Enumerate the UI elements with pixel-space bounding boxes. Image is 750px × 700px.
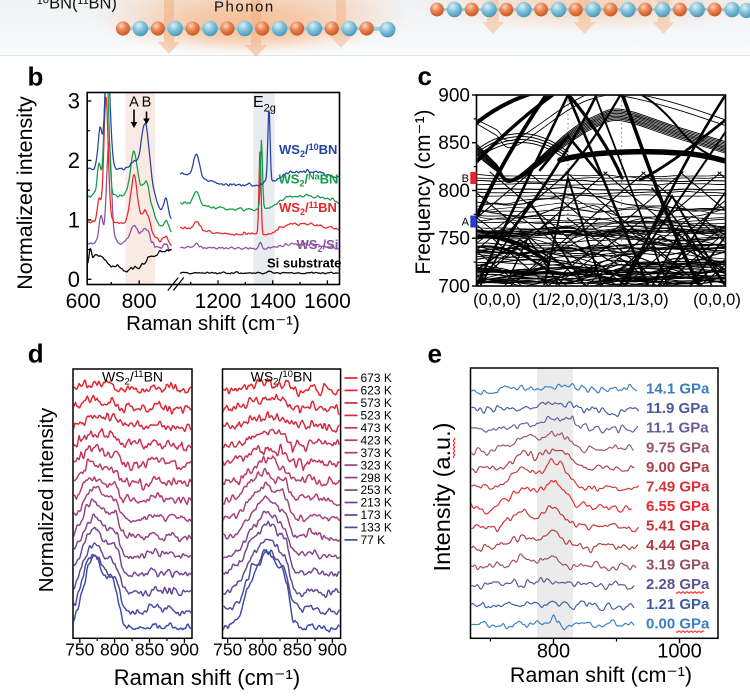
- svg-text:1.21 GPa: 1.21 GPa: [646, 596, 710, 613]
- svg-text:b: b: [28, 62, 44, 92]
- svg-text:7.49 GPa: 7.49 GPa: [646, 478, 710, 495]
- svg-text:173 K: 173 K: [361, 508, 392, 522]
- svg-text:1600: 1600: [304, 290, 351, 313]
- svg-text:2: 2: [68, 148, 80, 173]
- svg-text:900: 900: [170, 640, 199, 660]
- svg-text:850: 850: [438, 133, 470, 154]
- svg-text:6.55 GPa: 6.55 GPa: [646, 498, 710, 515]
- svg-text:0.00 GPa: 0.00 GPa: [646, 615, 710, 632]
- svg-text:9.00 GPa: 9.00 GPa: [646, 459, 710, 476]
- svg-text:WS2/11BN: WS2/11BN: [102, 369, 163, 388]
- svg-text:A: A: [462, 217, 470, 229]
- svg-text:d: d: [28, 339, 44, 369]
- svg-text:373 K: 373 K: [361, 446, 392, 460]
- svg-text:WS2/11BN: WS2/11BN: [279, 200, 337, 217]
- svg-text:3: 3: [68, 89, 80, 114]
- svg-text:WS2/NaBN: WS2/NaBN: [279, 172, 339, 189]
- svg-text:e: e: [428, 339, 442, 369]
- svg-text:Raman shift (cm⁻¹): Raman shift (cm⁻¹): [126, 312, 300, 335]
- svg-text:5.41 GPa: 5.41 GPa: [646, 518, 710, 535]
- svg-text:253 K: 253 K: [361, 483, 392, 497]
- svg-text:473 K: 473 K: [361, 421, 392, 435]
- svg-text:1000: 1000: [657, 641, 702, 663]
- svg-text:1200: 1200: [195, 290, 242, 313]
- svg-text:WS2/Si: WS2/Si: [297, 237, 339, 254]
- svg-text:133 K: 133 K: [361, 521, 392, 535]
- svg-text:850: 850: [135, 640, 164, 660]
- svg-text:B: B: [462, 173, 469, 185]
- svg-text:900: 900: [438, 86, 470, 107]
- svg-text:Raman shift (cm⁻¹): Raman shift (cm⁻¹): [114, 665, 300, 690]
- svg-text:573 K: 573 K: [361, 396, 392, 410]
- svg-text:(1/2,0,0): (1/2,0,0): [532, 291, 593, 309]
- svg-text:Frequency (cm⁻¹): Frequency (cm⁻¹): [412, 109, 435, 274]
- svg-text:800: 800: [248, 640, 277, 660]
- svg-text:14.1 GPa: 14.1 GPa: [646, 381, 710, 398]
- svg-text:323 K: 323 K: [361, 458, 392, 472]
- svg-text:213 K: 213 K: [361, 496, 392, 510]
- svg-text:Normalized intensity: Normalized intensity: [35, 407, 58, 592]
- svg-text:3.19 GPa: 3.19 GPa: [646, 557, 710, 574]
- svg-text:(0,0,0): (0,0,0): [473, 291, 521, 309]
- svg-text:Normalized intensity: Normalized intensity: [13, 96, 37, 290]
- svg-text:11.9 GPa: 11.9 GPa: [646, 400, 709, 417]
- svg-text:Si substrate: Si substrate: [267, 256, 341, 271]
- svg-text:800: 800: [537, 641, 570, 663]
- svg-text:600: 600: [66, 290, 101, 313]
- svg-text:750: 750: [65, 640, 94, 660]
- svg-text:Intensity (a.u.): Intensity (a.u.): [429, 423, 455, 572]
- svg-text:B: B: [142, 95, 152, 111]
- svg-text:750: 750: [213, 640, 242, 660]
- svg-text:800: 800: [122, 290, 157, 313]
- svg-text:623 K: 623 K: [361, 384, 392, 398]
- svg-text:0: 0: [68, 267, 80, 292]
- svg-text:Phonon: Phonon: [214, 0, 275, 16]
- svg-text:¹⁰BN(¹¹BN): ¹⁰BN(¹¹BN): [37, 0, 117, 13]
- svg-text:673 K: 673 K: [361, 371, 392, 385]
- svg-text:750: 750: [438, 229, 470, 250]
- svg-text:11.1 GPa: 11.1 GPa: [646, 420, 709, 437]
- svg-text:298 K: 298 K: [361, 471, 392, 485]
- svg-text:9.75 GPa: 9.75 GPa: [646, 439, 710, 456]
- svg-text:2.28 GPa: 2.28 GPa: [646, 576, 710, 593]
- svg-text:423 K: 423 K: [361, 433, 392, 447]
- svg-text:700: 700: [438, 277, 470, 298]
- svg-text:(1/3,1/3,0): (1/3,1/3,0): [593, 291, 668, 309]
- svg-text:WS2/10BN: WS2/10BN: [279, 142, 337, 159]
- svg-text:900: 900: [318, 640, 347, 660]
- svg-text:c: c: [418, 61, 432, 91]
- svg-text:4.44 GPa: 4.44 GPa: [646, 537, 710, 554]
- svg-text:850: 850: [283, 640, 312, 660]
- svg-text:1: 1: [68, 207, 80, 232]
- svg-text:(0,0,0): (0,0,0): [693, 291, 741, 309]
- svg-text:800: 800: [438, 181, 470, 202]
- svg-text:77 K: 77 K: [361, 533, 386, 547]
- svg-text:Raman shift (cm⁻¹): Raman shift (cm⁻¹): [510, 663, 692, 687]
- svg-text:WS2/10BN: WS2/10BN: [251, 369, 313, 388]
- svg-text:800: 800: [100, 640, 129, 660]
- svg-text:523 K: 523 K: [361, 409, 392, 423]
- svg-text:1400: 1400: [249, 290, 296, 313]
- svg-text:A: A: [129, 95, 139, 111]
